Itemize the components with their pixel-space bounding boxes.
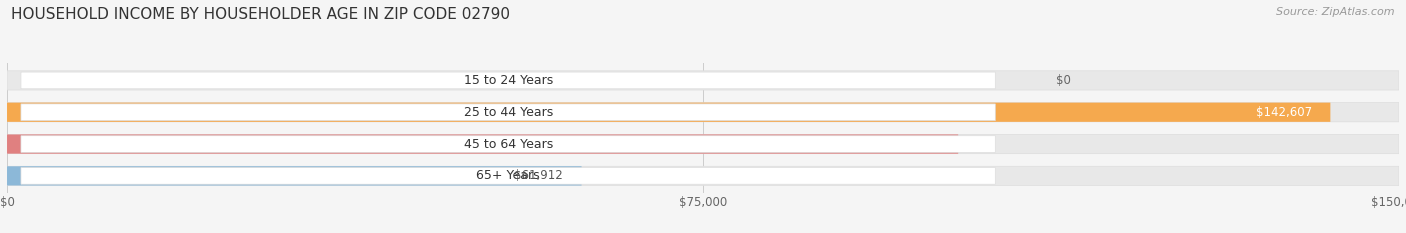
- FancyBboxPatch shape: [21, 104, 995, 120]
- Text: Source: ZipAtlas.com: Source: ZipAtlas.com: [1277, 7, 1395, 17]
- Text: 65+ Years: 65+ Years: [477, 169, 540, 182]
- Text: 45 to 64 Years: 45 to 64 Years: [464, 137, 553, 151]
- Text: $61,912: $61,912: [515, 169, 562, 182]
- FancyBboxPatch shape: [7, 103, 1399, 122]
- FancyBboxPatch shape: [7, 166, 1399, 185]
- Text: HOUSEHOLD INCOME BY HOUSEHOLDER AGE IN ZIP CODE 02790: HOUSEHOLD INCOME BY HOUSEHOLDER AGE IN Z…: [11, 7, 510, 22]
- Text: $102,500: $102,500: [884, 137, 939, 151]
- FancyBboxPatch shape: [7, 134, 1399, 154]
- FancyBboxPatch shape: [7, 103, 1330, 122]
- Text: 25 to 44 Years: 25 to 44 Years: [464, 106, 553, 119]
- FancyBboxPatch shape: [21, 168, 995, 184]
- Text: $142,607: $142,607: [1256, 106, 1312, 119]
- Text: $0: $0: [1056, 74, 1070, 87]
- FancyBboxPatch shape: [7, 134, 959, 154]
- FancyBboxPatch shape: [7, 71, 1399, 90]
- FancyBboxPatch shape: [21, 72, 995, 89]
- Text: 15 to 24 Years: 15 to 24 Years: [464, 74, 553, 87]
- FancyBboxPatch shape: [7, 166, 582, 185]
- FancyBboxPatch shape: [21, 136, 995, 152]
